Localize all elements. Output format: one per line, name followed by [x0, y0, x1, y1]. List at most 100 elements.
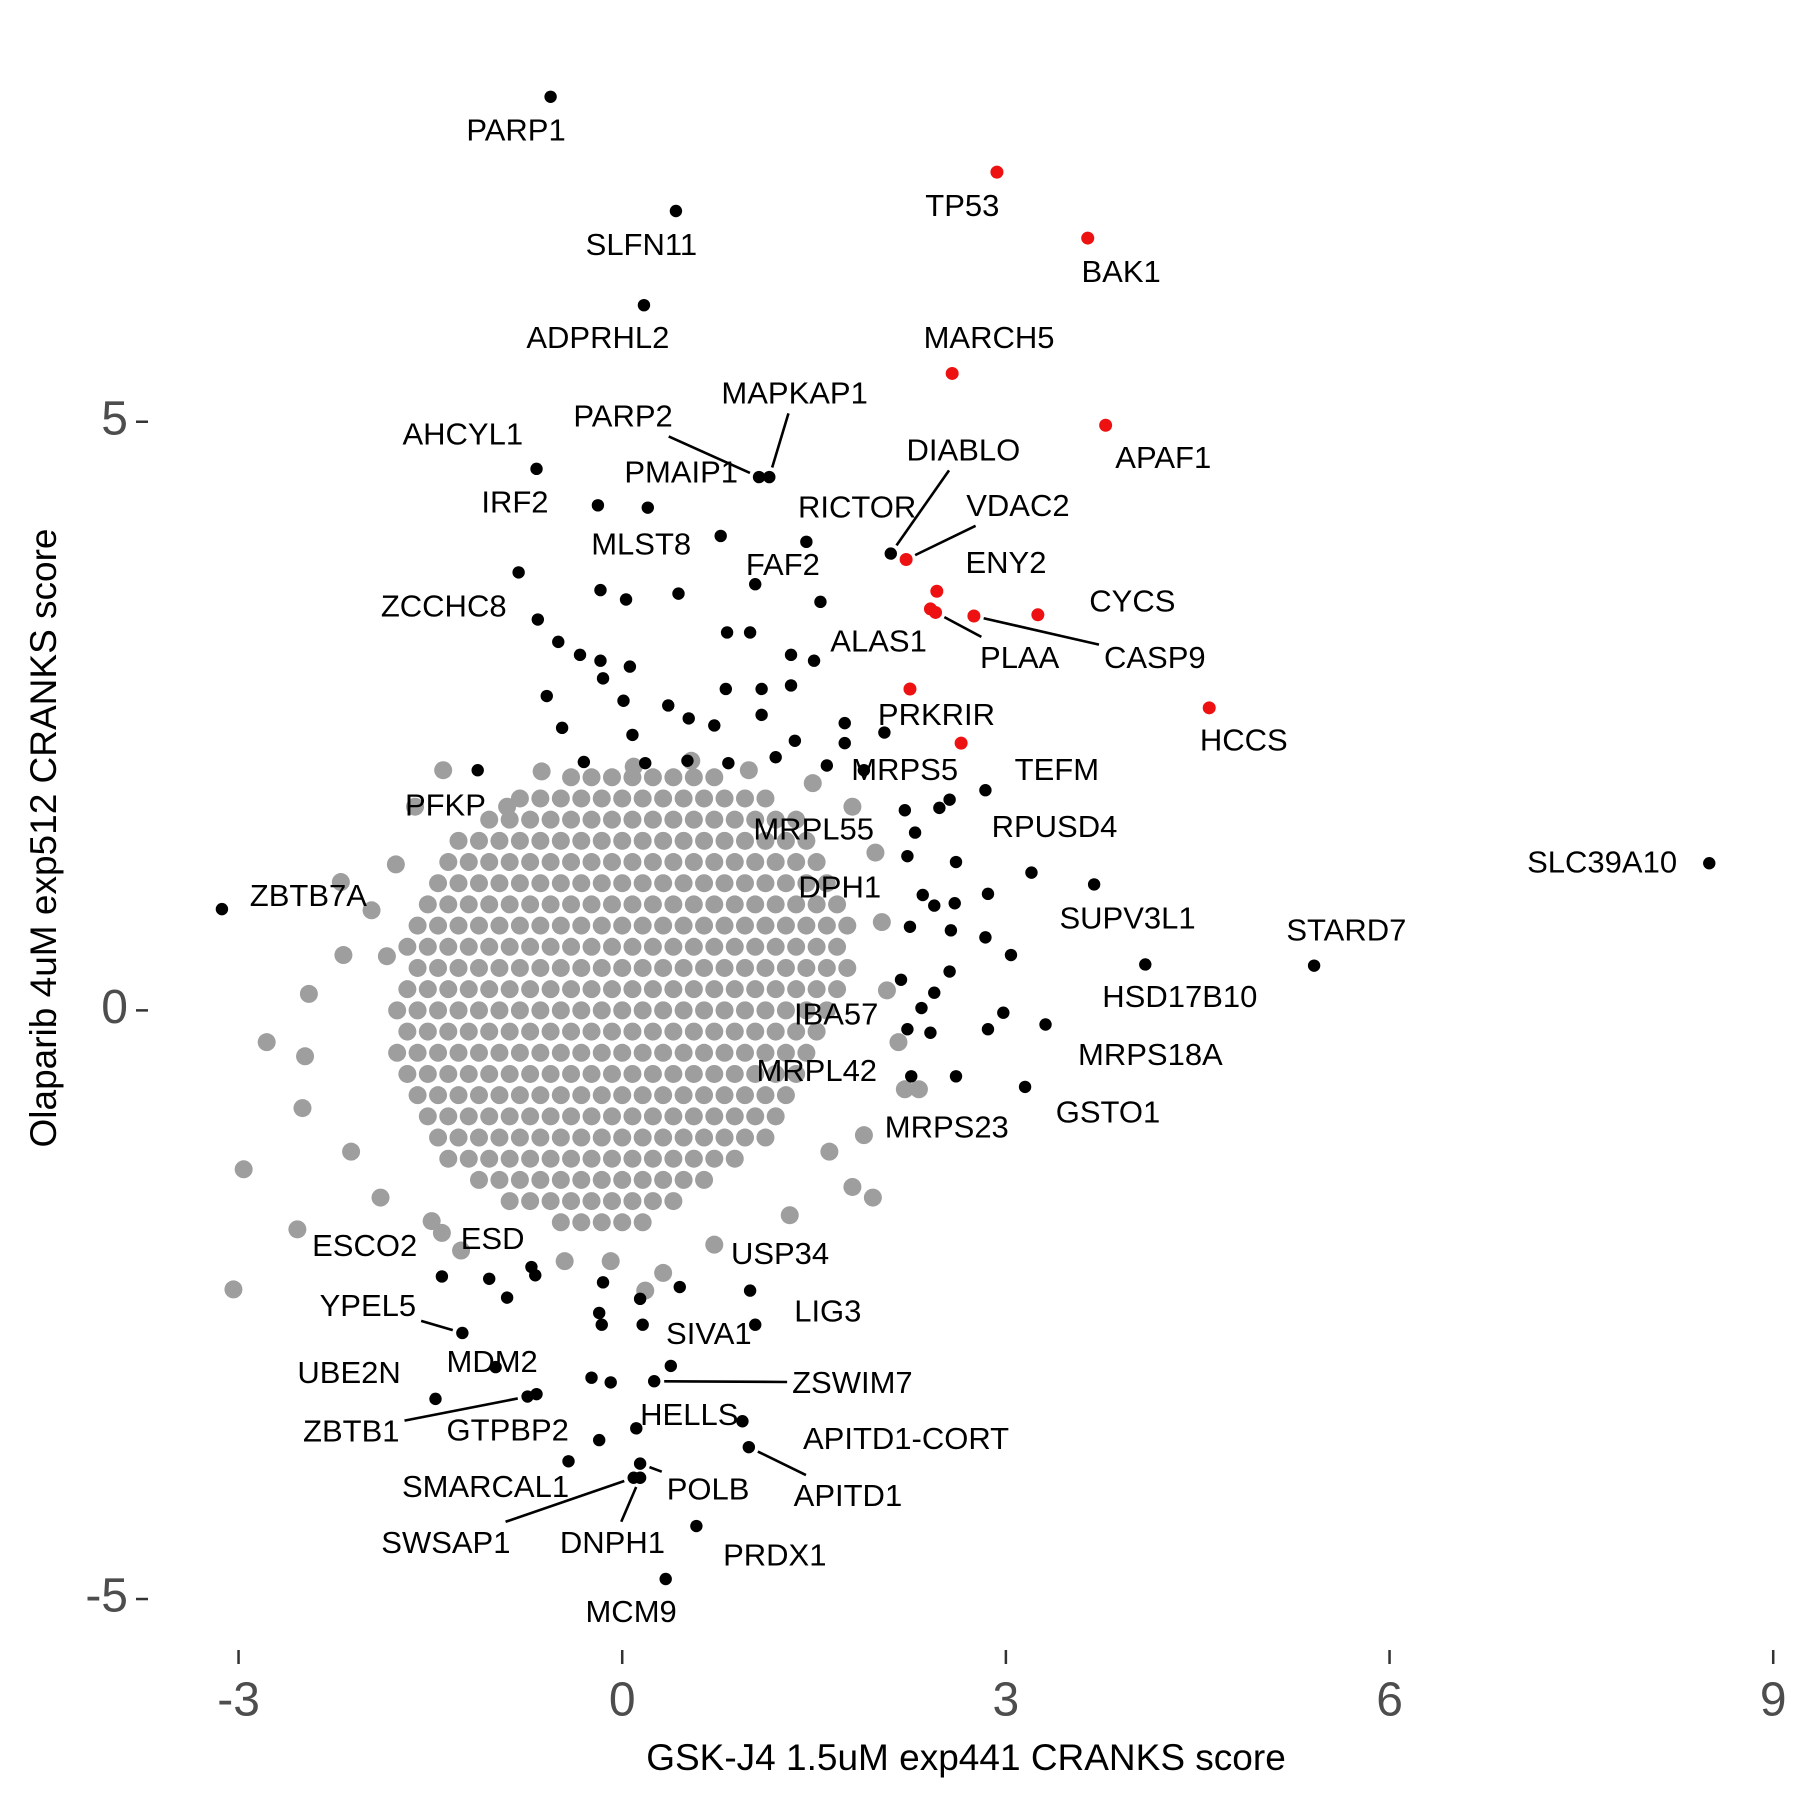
- point: [572, 1128, 591, 1147]
- point: [807, 1022, 826, 1041]
- point: [595, 1318, 608, 1331]
- point: [490, 1128, 509, 1147]
- point-labels: PARP1 SLFN11 ADPRHL2 PARP2 MAPKAP1 PMAIP1 AHCY…: [250, 113, 1677, 1629]
- point: [715, 789, 734, 808]
- point: [743, 626, 757, 639]
- point: [562, 1022, 581, 1041]
- leader-line: [649, 1465, 663, 1473]
- point-label: GTPBP2: [447, 1412, 569, 1447]
- point: [797, 958, 816, 977]
- point: [943, 793, 956, 806]
- point: [541, 1107, 560, 1126]
- point-label: DNPH1: [560, 1525, 665, 1560]
- point: [735, 1043, 754, 1062]
- point: [489, 1360, 502, 1374]
- point: [659, 1572, 672, 1586]
- point: [541, 1022, 560, 1041]
- point: [643, 1149, 662, 1168]
- point: [388, 1043, 407, 1062]
- point: [654, 1086, 673, 1105]
- point-label: PRKRIR: [878, 697, 995, 732]
- point: [512, 566, 525, 579]
- point: [480, 1149, 499, 1168]
- point: [613, 874, 632, 893]
- point: [1004, 948, 1018, 962]
- point: [735, 874, 754, 893]
- point-label: IRF2: [481, 484, 548, 519]
- x-tick-label: 0: [609, 1674, 636, 1727]
- point-label: HELLS: [640, 1397, 738, 1432]
- point: [797, 1043, 816, 1062]
- point: [929, 605, 943, 619]
- point: [1031, 608, 1045, 622]
- point: [541, 853, 560, 872]
- point: [531, 831, 550, 850]
- point-label: ZBTB7A: [250, 878, 367, 913]
- leader-line: [664, 1379, 788, 1384]
- point-label: ADPRHL2: [526, 320, 669, 355]
- point: [633, 1170, 652, 1189]
- point: [708, 719, 721, 732]
- point: [725, 810, 744, 829]
- point: [530, 462, 543, 476]
- point: [551, 874, 570, 893]
- point: [664, 768, 683, 787]
- point: [903, 682, 917, 696]
- leader-line: [983, 616, 1100, 646]
- point: [705, 1022, 724, 1041]
- point: [604, 1376, 617, 1389]
- point: [623, 1064, 642, 1083]
- point: [797, 1001, 816, 1020]
- point-label: MDM2: [447, 1344, 538, 1379]
- point: [551, 958, 570, 977]
- point: [408, 1086, 427, 1105]
- point: [695, 831, 714, 850]
- point-label: HSD17B10: [1102, 979, 1257, 1014]
- point: [490, 1170, 509, 1189]
- point: [490, 1086, 509, 1105]
- point: [684, 1149, 703, 1168]
- point: [418, 895, 437, 914]
- point: [582, 895, 601, 914]
- point: [1039, 1018, 1052, 1031]
- point: [551, 1086, 570, 1105]
- point: [787, 1064, 806, 1083]
- point: [654, 874, 673, 893]
- point: [739, 761, 758, 780]
- point: [766, 1022, 785, 1041]
- point: [916, 888, 929, 902]
- point: [500, 1192, 519, 1211]
- point: [705, 768, 724, 787]
- point: [469, 1128, 488, 1147]
- point: [647, 1375, 661, 1388]
- point: [541, 810, 560, 829]
- point: [633, 1086, 652, 1105]
- point: [766, 980, 785, 999]
- point: [746, 1064, 765, 1083]
- point: [945, 366, 959, 380]
- point: [541, 937, 560, 956]
- point: [613, 831, 632, 850]
- point: [555, 721, 569, 735]
- point: [623, 895, 642, 914]
- point: [408, 916, 427, 935]
- point: [797, 916, 816, 935]
- point: [521, 810, 540, 829]
- point: [500, 980, 519, 999]
- point: [592, 1043, 611, 1062]
- leader-line: [770, 413, 790, 468]
- point: [909, 1080, 928, 1099]
- point: [623, 853, 642, 872]
- point: [577, 755, 591, 769]
- point: [944, 924, 958, 937]
- point: [979, 784, 992, 797]
- point: [334, 946, 353, 965]
- point: [510, 916, 529, 935]
- point: [895, 1080, 914, 1099]
- point: [613, 1170, 632, 1189]
- point: [469, 1001, 488, 1020]
- point: [664, 1359, 678, 1373]
- point-label: CYCS: [1089, 583, 1175, 618]
- point-label: SIVA1: [666, 1316, 752, 1351]
